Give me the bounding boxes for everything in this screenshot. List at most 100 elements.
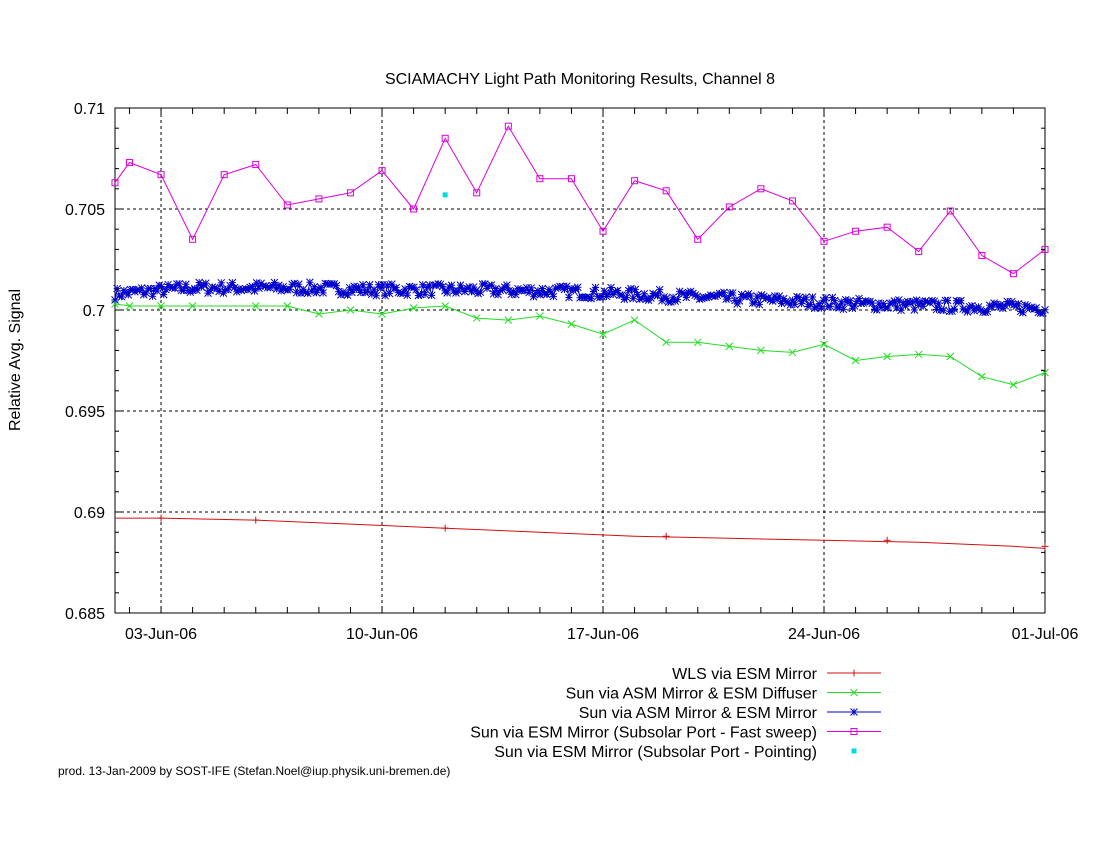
data-point (839, 305, 848, 314)
data-point (175, 280, 184, 288)
data-point (826, 302, 835, 311)
data-point (567, 320, 576, 328)
plot-frame (114, 107, 1046, 614)
series-4 (111, 122, 1049, 278)
legend-label: Sun via ESM Mirror (Subsolar Port - Poin… (494, 744, 817, 761)
data-point (735, 297, 744, 305)
data-point (403, 291, 412, 300)
data-point (565, 293, 573, 302)
legend-marker (850, 708, 858, 716)
series-5 (442, 192, 448, 198)
data-point (476, 288, 485, 297)
data-point (441, 134, 449, 142)
data-point (536, 312, 544, 320)
legend: WLS via ESM Mirror Sun via ASM Mirror & E… (470, 666, 881, 761)
data-point (820, 340, 828, 349)
data-point (802, 293, 810, 302)
data-point (751, 298, 759, 307)
data-point (447, 281, 456, 290)
data-point (1014, 299, 1023, 308)
data-point (182, 280, 190, 289)
data-point (757, 346, 765, 355)
data-point (790, 300, 799, 309)
data-point (607, 283, 615, 292)
data-point (504, 316, 513, 324)
data-point (1009, 270, 1017, 278)
data-point (728, 289, 737, 297)
data-point (915, 247, 923, 255)
data-point (899, 298, 908, 307)
data-point (693, 338, 702, 347)
data-point (157, 514, 165, 522)
plot-border (114, 107, 1046, 614)
data-point (252, 161, 260, 169)
data-point (662, 532, 670, 540)
data-point (934, 299, 943, 307)
data-point (978, 251, 986, 259)
data-point (1041, 542, 1049, 550)
data-point (348, 288, 356, 297)
data-point (788, 348, 797, 357)
data-point (883, 352, 892, 361)
y-tick-label: 0.7 (83, 303, 105, 320)
x-tick-label: 10-Jun-06 (346, 626, 418, 643)
x-tick-label: 03-Jun-06 (125, 626, 197, 643)
data-point (820, 237, 828, 245)
data-point (113, 284, 122, 293)
y-tick-label: 0.71 (74, 101, 105, 118)
data-point (315, 310, 323, 318)
axis-layer: 0.685 0.69 0.695 0.7 0.705 0.71 03-Jun-06 10-Ju… (65, 101, 1079, 643)
data-point (622, 293, 631, 302)
data-point (201, 279, 210, 288)
data-point (251, 302, 260, 310)
data-point (441, 524, 449, 532)
x-tick-label: 24-Jun-06 (788, 626, 860, 643)
data-point (883, 223, 891, 231)
data-point (188, 302, 197, 310)
data-point (148, 292, 157, 301)
data-point (193, 286, 201, 295)
data-point (587, 294, 595, 303)
data-point (815, 299, 823, 308)
data-point (217, 278, 226, 287)
data-point (946, 352, 955, 361)
data-point (599, 330, 607, 339)
data-point (725, 203, 733, 211)
grid-lines (115, 108, 1045, 613)
data-point (755, 300, 764, 309)
data-point (753, 292, 761, 300)
data-point (125, 159, 133, 167)
series-1 (115, 514, 1049, 550)
data-point (573, 283, 582, 292)
data-point (591, 283, 600, 292)
legend-label: Sun via ASM Mirror & ESM Mirror (579, 705, 818, 722)
data-point (549, 292, 558, 301)
data-point (504, 122, 512, 130)
data-point (219, 289, 228, 298)
data-point (630, 316, 639, 324)
series-3 (111, 278, 1049, 317)
legend-marker (851, 748, 857, 754)
data-point (487, 281, 496, 289)
data-point (473, 189, 481, 197)
data-point (125, 302, 134, 310)
legend-label: Sun via ASM Mirror & ESM Diffuser (566, 686, 818, 703)
legend-marker (850, 688, 858, 697)
x-tick-label: 01-Jul-06 (1012, 626, 1079, 643)
data-point (830, 296, 839, 305)
data-point (372, 291, 381, 300)
data-point (536, 175, 544, 183)
data-point (720, 288, 728, 297)
data-point (943, 296, 952, 305)
data-point (957, 296, 965, 305)
data-point (319, 289, 327, 297)
data-point (808, 293, 817, 301)
data-point (746, 292, 755, 300)
data-point (332, 281, 341, 290)
data-point (662, 338, 671, 347)
data-point (111, 179, 119, 187)
data-point (673, 295, 682, 304)
x-tick-label: 17-Jun-06 (567, 626, 639, 643)
data-point (946, 207, 954, 215)
data-point (914, 350, 923, 359)
